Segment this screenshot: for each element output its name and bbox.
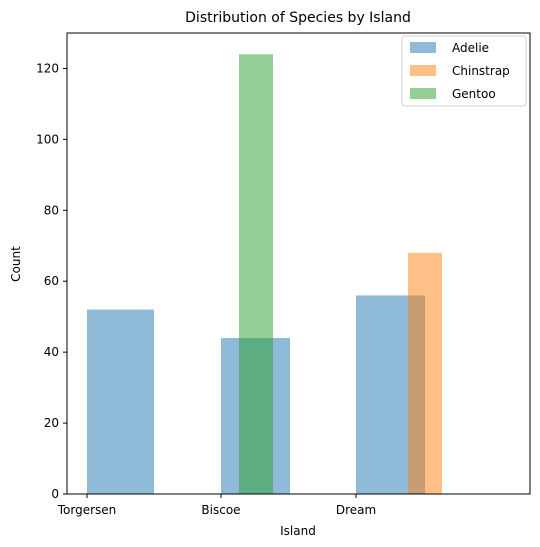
bar-chinstrap-dream <box>408 252 442 494</box>
legend: Adelie Chinstrap Gentoo <box>401 35 527 107</box>
x-tick-label: Biscoe <box>201 503 240 517</box>
y-tick-label: 40 <box>44 345 59 359</box>
chart-title: Distribution of Species by Island <box>185 10 411 26</box>
legend-swatch-gentoo <box>410 88 436 99</box>
legend-label-chinstrap: Chinstrap <box>452 64 510 78</box>
x-tick-label: Dream <box>336 503 376 517</box>
x-axis-label: Island <box>280 524 316 538</box>
bar-adelie-torgersen <box>87 309 154 494</box>
y-tick-label: 0 <box>51 487 59 501</box>
y-tick-label: 80 <box>44 203 59 217</box>
plot-frame <box>66 32 531 495</box>
legend-swatch-chinstrap <box>410 65 436 76</box>
bars-group <box>87 54 442 495</box>
x-axis: Torgersen Biscoe Dream <box>57 494 376 517</box>
bar-gentoo-biscoe <box>239 54 273 495</box>
x-tick-label: Torgersen <box>57 503 117 517</box>
legend-label-adelie: Adelie <box>452 41 489 55</box>
y-tick-label: 120 <box>36 61 59 75</box>
y-axis: 0 20 40 60 80 100 120 <box>36 61 67 501</box>
legend-swatch-adelie <box>410 42 436 53</box>
y-tick-label: 20 <box>44 416 59 430</box>
legend-label-gentoo: Gentoo <box>452 87 496 101</box>
y-tick-label: 100 <box>36 132 59 146</box>
y-axis-label: Count <box>9 246 23 282</box>
y-tick-label: 60 <box>44 274 59 288</box>
